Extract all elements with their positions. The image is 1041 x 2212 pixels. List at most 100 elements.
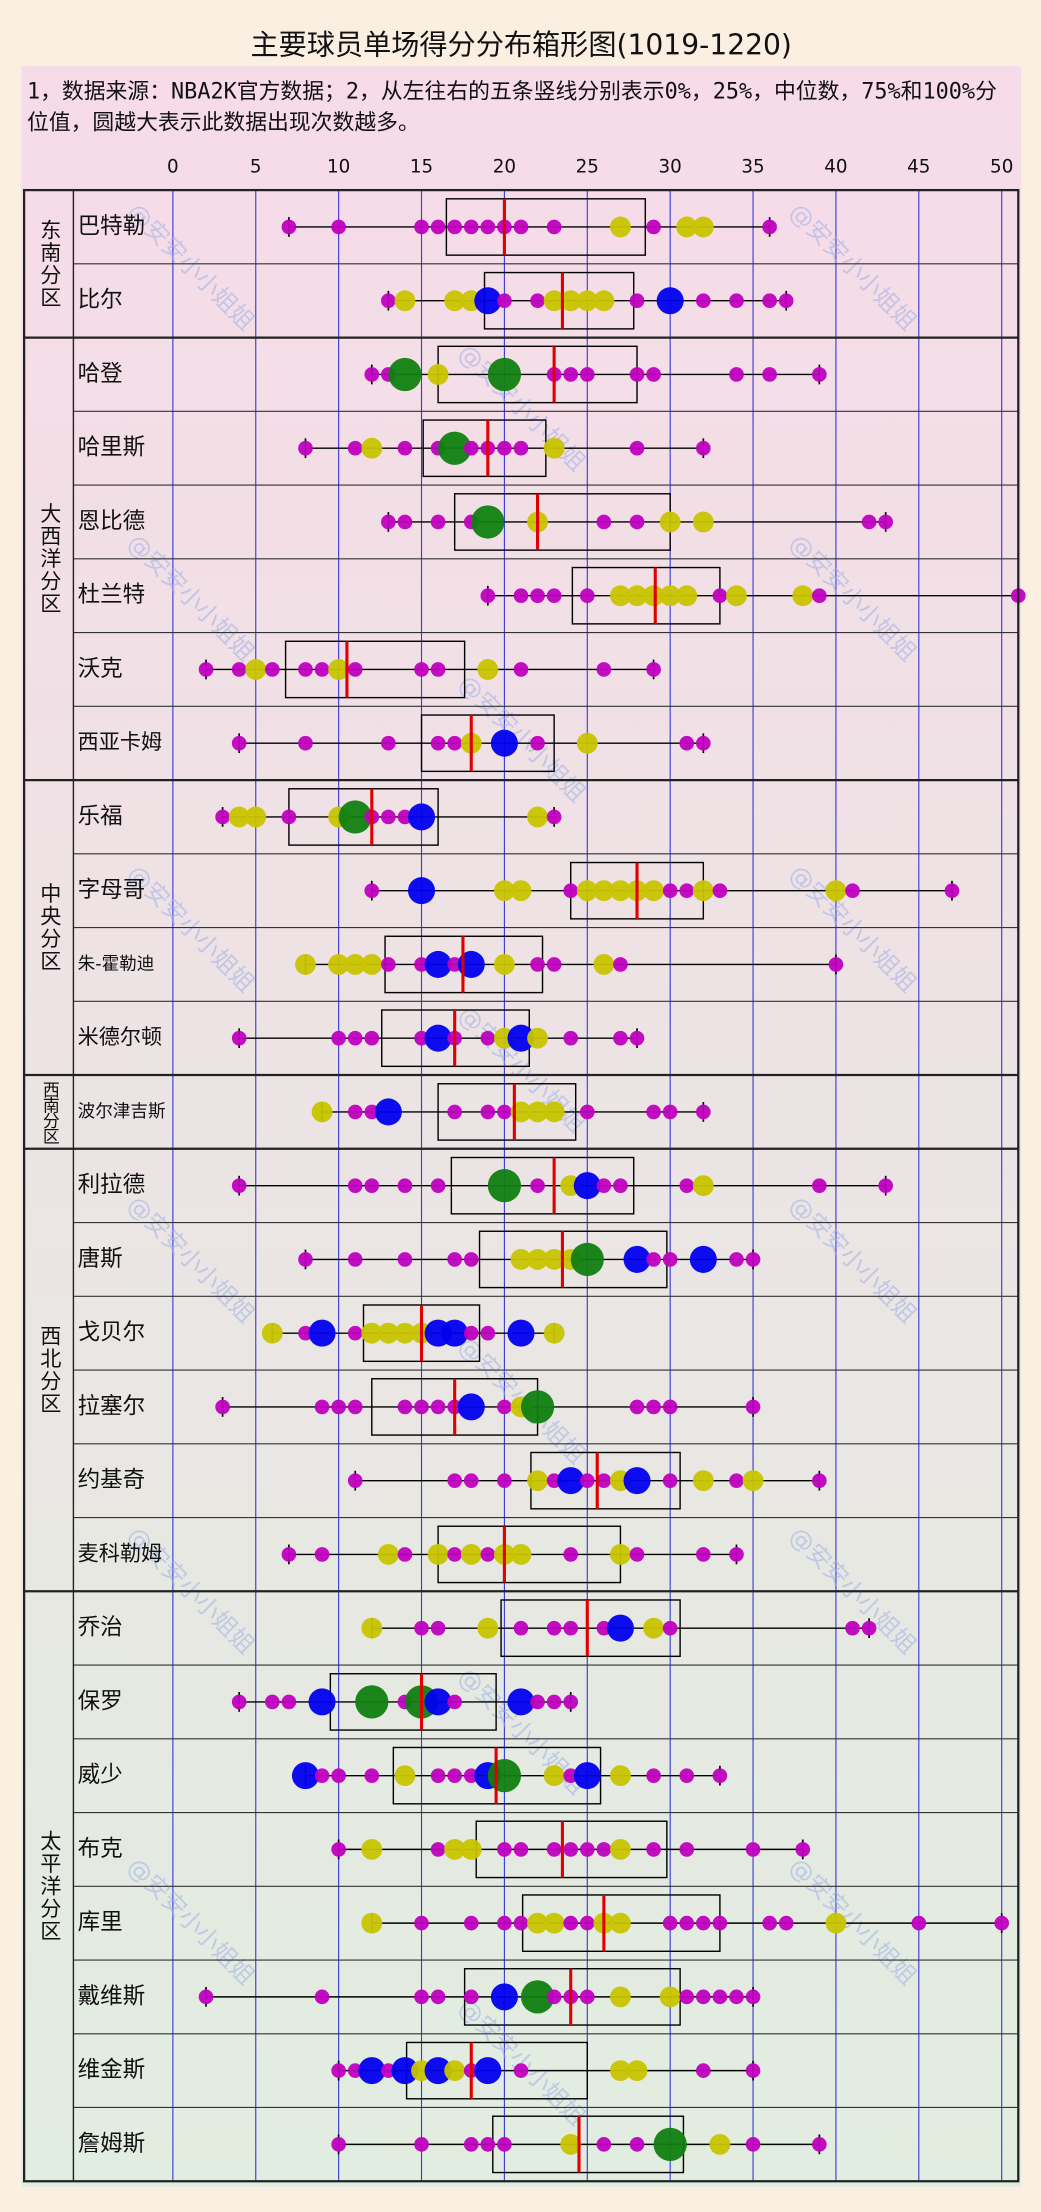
dot xyxy=(231,1178,247,1193)
subtitle-box: 1，数据来源：NBA2K官方数据；2，从左往右的五条竖线分别表示0%，25%，中… xyxy=(27,79,997,135)
player-name: 威少 xyxy=(78,1762,123,1788)
dot xyxy=(676,585,698,607)
dot xyxy=(596,1473,612,1488)
dot xyxy=(388,357,422,392)
dot xyxy=(726,585,747,607)
dot xyxy=(812,1178,827,1193)
dot xyxy=(381,293,396,309)
dot xyxy=(613,957,628,972)
dot xyxy=(364,1030,380,1046)
dot xyxy=(331,2063,346,2078)
dot xyxy=(646,219,661,235)
dot xyxy=(497,293,512,309)
dot xyxy=(679,883,695,899)
dot xyxy=(696,440,711,456)
dot xyxy=(427,364,449,385)
division-label: 太平洋分区 xyxy=(38,1830,63,1943)
dot xyxy=(414,2137,429,2152)
dot xyxy=(331,219,346,235)
dot xyxy=(696,2063,711,2078)
dot xyxy=(424,1688,452,1716)
dot xyxy=(576,290,598,312)
dot xyxy=(424,950,452,978)
dot xyxy=(430,1620,446,1636)
dot xyxy=(543,437,565,459)
division-label: 大西洋分区 xyxy=(38,502,63,615)
dot xyxy=(712,1768,728,1783)
dot xyxy=(394,290,416,312)
dot xyxy=(374,1098,402,1126)
dot xyxy=(347,440,363,456)
dot xyxy=(430,1768,446,1783)
box xyxy=(420,714,555,773)
dot xyxy=(576,880,598,902)
dot xyxy=(696,1915,711,1931)
dot xyxy=(546,957,562,972)
dot xyxy=(610,1543,631,1565)
dot xyxy=(696,1547,711,1562)
dot xyxy=(659,1986,681,2008)
dot xyxy=(543,1101,565,1123)
dot xyxy=(480,1104,496,1120)
dot xyxy=(679,1842,695,1857)
dot xyxy=(497,2137,512,2152)
player-name: 保罗 xyxy=(78,1688,123,1714)
dot xyxy=(487,1169,522,1203)
dot xyxy=(563,1842,579,1857)
player-name: 字母哥 xyxy=(78,877,146,903)
dot xyxy=(480,219,496,235)
dot xyxy=(480,2137,496,2152)
chart-title: 主要球员单场得分分布箱形图(1019-1220) xyxy=(250,28,791,61)
dot xyxy=(377,1543,399,1565)
dot xyxy=(361,437,383,459)
player-name: 朱-霍勒迪 xyxy=(78,954,155,974)
player-name: 詹姆斯 xyxy=(78,2131,146,2157)
dot xyxy=(298,1252,313,1267)
dot xyxy=(629,514,645,530)
dot xyxy=(215,1399,230,1415)
player-name: 乔治 xyxy=(78,1615,123,1641)
dot xyxy=(507,1319,535,1347)
player-name: 巴特勒 xyxy=(78,213,146,239)
dot xyxy=(712,1989,728,2005)
dot xyxy=(364,367,380,382)
dot xyxy=(331,1030,346,1046)
dot xyxy=(328,954,350,975)
player-name: 麦科勒姆 xyxy=(78,1540,162,1565)
dot xyxy=(593,880,615,902)
dot xyxy=(444,290,466,312)
dot xyxy=(623,1245,651,1273)
dot xyxy=(487,1759,522,1793)
dot xyxy=(579,588,595,604)
dot xyxy=(314,662,330,677)
dot xyxy=(662,1252,678,1267)
dot xyxy=(557,1467,585,1495)
dot xyxy=(460,1543,482,1565)
dot xyxy=(344,954,366,975)
dot xyxy=(629,367,645,382)
box xyxy=(445,198,647,256)
dot xyxy=(745,2137,761,2152)
dot xyxy=(308,1319,336,1347)
x-tick-label: 20 xyxy=(493,157,516,178)
dot xyxy=(261,1322,283,1344)
dot xyxy=(347,662,363,677)
dot xyxy=(812,367,827,382)
dot xyxy=(477,1617,499,1639)
division-label: 东南分区 xyxy=(38,218,63,309)
dot xyxy=(610,1912,631,1934)
dot xyxy=(656,287,684,315)
player-name: 恩比德 xyxy=(78,508,146,534)
dot xyxy=(563,1030,579,1046)
division-label: 中央分区 xyxy=(38,882,63,973)
dot xyxy=(394,1322,416,1344)
dot xyxy=(474,2057,502,2085)
dot xyxy=(646,1252,661,1267)
dot xyxy=(347,1399,363,1415)
dot xyxy=(610,1986,631,2008)
dot xyxy=(361,954,383,975)
dot xyxy=(480,1547,496,1562)
dot xyxy=(355,1685,389,1719)
player-name: 库里 xyxy=(78,1910,123,1936)
